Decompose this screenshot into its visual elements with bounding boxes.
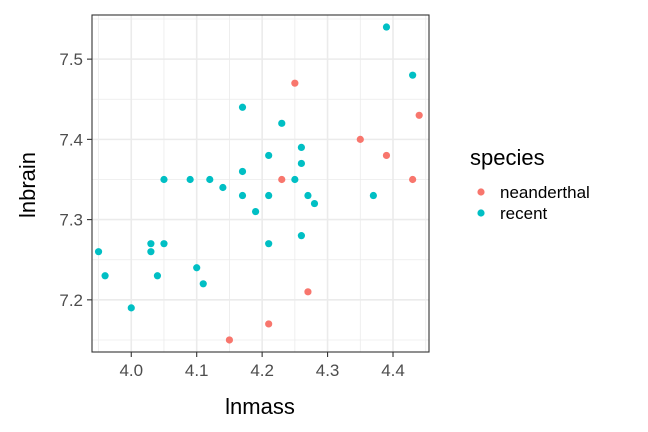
data-point-recent [206, 175, 214, 184]
x-axis-ticks: 4.0 4.1 4.2 4.3 4.4 [119, 352, 405, 380]
data-point-neanderthal [304, 288, 312, 296]
data-point-recent [153, 272, 162, 280]
data-point-neanderthal [265, 320, 273, 328]
data-point-recent [94, 248, 103, 256]
data-point-recent [265, 240, 273, 248]
data-point-neanderthal [382, 151, 391, 160]
x-tick-label: 4.2 [250, 361, 274, 380]
data-point-recent [160, 240, 168, 248]
data-point-recent [101, 272, 109, 280]
y-axis-ticks: 7.2 7.3 7.4 7.5 [59, 50, 92, 310]
data-point-recent [251, 207, 260, 216]
data-point-recent [127, 304, 135, 312]
data-point-recent [238, 191, 247, 200]
data-point-recent [265, 191, 273, 200]
data-point-neanderthal [409, 175, 417, 184]
data-point-recent [297, 159, 305, 168]
major-gridlines [92, 15, 429, 352]
data-point-recent [297, 232, 305, 240]
data-point-recent [193, 264, 201, 272]
data-point-neanderthal [291, 79, 299, 87]
data-point-recent [186, 175, 194, 184]
data-points [94, 23, 423, 344]
y-tick-label: 7.2 [59, 291, 83, 310]
data-point-recent [382, 23, 391, 31]
data-point-recent [147, 248, 155, 256]
legend-label-recent: recent [500, 204, 548, 223]
data-point-recent [238, 167, 247, 176]
x-axis-title: lnmass [225, 394, 295, 419]
legend-label-neanderthal: neanderthal [500, 183, 590, 202]
data-point-recent [265, 151, 273, 160]
data-point-recent [219, 183, 227, 192]
legend-title: species [470, 145, 545, 170]
x-tick-label: 4.0 [119, 361, 143, 380]
data-point-recent [160, 175, 168, 184]
data-point-recent [409, 71, 417, 79]
data-point-recent [304, 191, 312, 200]
legend: species neanderthal recent [470, 145, 590, 223]
legend-key-recent [477, 209, 485, 217]
minor-gridlines [92, 15, 429, 352]
legend-key-neanderthal [477, 188, 485, 196]
data-point-recent [291, 175, 299, 184]
data-point-recent [199, 280, 207, 288]
x-tick-label: 4.1 [185, 361, 209, 380]
y-axis-title: lnbrain [15, 152, 40, 218]
data-point-neanderthal [356, 135, 364, 143]
data-point-recent [310, 199, 319, 208]
data-point-neanderthal [415, 111, 423, 119]
data-point-neanderthal [225, 336, 234, 344]
y-tick-label: 7.4 [59, 130, 83, 149]
panel-border [91, 14, 430, 353]
y-tick-label: 7.3 [59, 211, 83, 230]
data-point-recent [238, 103, 247, 111]
data-point-neanderthal [278, 175, 286, 184]
data-point-recent [278, 119, 286, 127]
data-point-recent [297, 143, 305, 151]
x-tick-label: 4.3 [316, 361, 340, 380]
x-tick-label: 4.4 [381, 361, 405, 380]
data-point-recent [369, 191, 377, 200]
data-point-recent [147, 240, 155, 248]
y-tick-label: 7.5 [59, 50, 83, 69]
